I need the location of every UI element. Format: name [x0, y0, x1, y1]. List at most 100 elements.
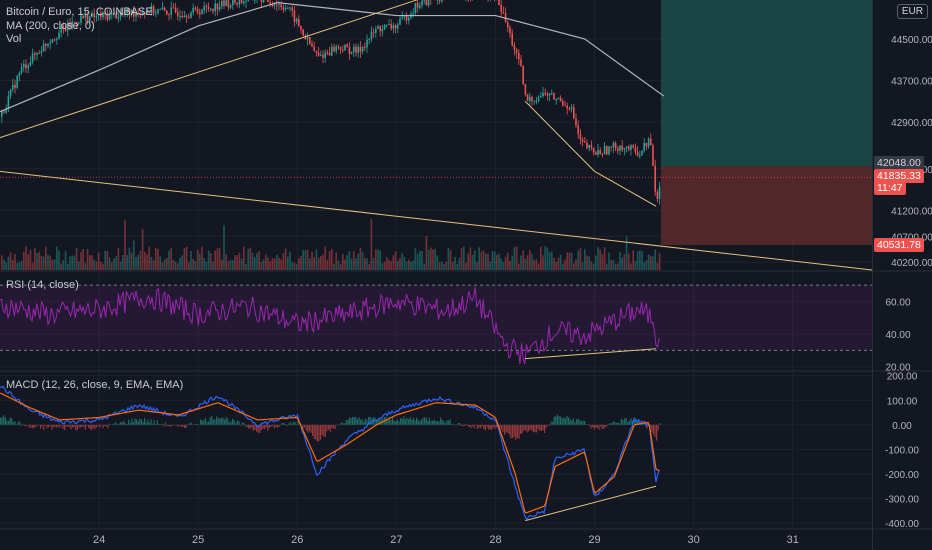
macd-histogram-bar — [540, 424, 542, 431]
volume-bar — [317, 257, 320, 270]
candle-body — [315, 51, 318, 53]
volume-bar — [551, 251, 553, 270]
macd-histogram-bar — [550, 421, 552, 425]
macd-histogram-bar — [241, 422, 243, 425]
volume-bar — [276, 254, 278, 270]
macd-histogram-bar — [556, 414, 558, 425]
candle-body — [394, 25, 397, 29]
volume-bar — [45, 246, 47, 270]
macd-histogram-bar — [523, 424, 525, 431]
volume-bar — [251, 252, 254, 270]
volume-bar — [313, 257, 315, 270]
candle-body — [225, 0, 227, 6]
candle-body — [551, 93, 553, 95]
candle-body — [128, 8, 131, 16]
volume-bar — [601, 254, 604, 270]
volume-bar — [535, 259, 538, 270]
macd-histogram-bar — [513, 424, 515, 437]
volume-bar — [16, 263, 18, 270]
candle-body — [364, 46, 366, 48]
volume-bar — [353, 251, 355, 270]
macd-histogram-bar — [206, 421, 208, 425]
macd-histogram-bar — [118, 423, 120, 425]
macd-histogram-bar — [236, 420, 238, 425]
candle-body — [658, 186, 661, 200]
macd-histogram-bar — [416, 417, 418, 425]
volume-bar — [49, 255, 51, 270]
volume-bar — [621, 257, 623, 270]
macd-histogram-bar — [484, 424, 486, 431]
candle-body — [581, 139, 584, 142]
volume-bar — [632, 250, 634, 270]
macd-histogram-bar — [446, 420, 448, 425]
candle-body — [379, 26, 381, 32]
candle-body — [302, 29, 304, 36]
candle-body — [509, 27, 511, 34]
macd-histogram-bar — [88, 424, 90, 428]
macd-histogram-bar — [161, 423, 163, 425]
macd-histogram-bar — [36, 424, 38, 426]
volume-bar — [40, 255, 43, 270]
macd-histogram-bar — [339, 424, 341, 426]
volume-bar — [254, 257, 256, 270]
macd-histogram-bar — [464, 424, 466, 426]
macd-histogram-bar — [435, 421, 437, 425]
candle-body — [520, 59, 522, 66]
macd-histogram-bar — [628, 420, 630, 425]
volume-bar — [498, 253, 500, 270]
macd-histogram-bar — [614, 421, 616, 425]
volume-bar — [298, 258, 300, 270]
macd-histogram-bar — [283, 422, 285, 425]
macd-axis-label: 0.00 — [892, 421, 912, 432]
macd-histogram-bar — [185, 424, 187, 428]
volume-bar — [403, 256, 406, 270]
macd-histogram-bar — [328, 424, 330, 430]
candle-body — [326, 52, 329, 54]
macd-histogram-bar — [312, 424, 314, 437]
macd-histogram-bar — [252, 424, 254, 431]
candle-body — [346, 44, 348, 48]
candle-body — [579, 133, 582, 140]
volume-bar — [135, 256, 137, 270]
macd-histogram-bar — [500, 424, 502, 430]
volume-bar — [102, 263, 104, 270]
candle-body — [78, 22, 80, 24]
candle-body — [425, 0, 428, 6]
macd-histogram-bar — [3, 415, 5, 425]
candle-body — [339, 46, 342, 51]
macd-histogram-bar — [408, 419, 410, 425]
macd-histogram-bar — [491, 424, 493, 431]
volume-bar — [262, 259, 265, 270]
candle-body — [570, 107, 573, 110]
candle-body — [625, 146, 628, 149]
volume-bar — [128, 247, 131, 270]
macd-histogram-bar — [555, 416, 557, 425]
macd-histogram-bar — [638, 419, 640, 425]
volume-bar — [610, 259, 612, 270]
macd-histogram-bar — [11, 418, 13, 425]
candle-body — [97, 13, 100, 16]
candle-body — [159, 9, 161, 11]
candle-body — [203, 5, 205, 11]
stop-loss-zone — [660, 166, 872, 245]
currency-selector[interactable]: EUR — [896, 4, 928, 19]
candle-body — [124, 13, 126, 15]
volume-bar — [573, 263, 575, 270]
candle-body — [183, 15, 186, 18]
macd-histogram-bar — [284, 423, 286, 425]
candle-body — [115, 12, 117, 19]
macd-histogram-bar — [67, 424, 69, 427]
volume-bar — [113, 258, 115, 270]
macd-histogram-bar — [254, 424, 256, 431]
volume-bar — [456, 263, 458, 270]
macd-histogram-bar — [419, 421, 421, 425]
volume-bar — [278, 257, 280, 270]
volume-bar — [533, 259, 535, 270]
volume-bar — [427, 249, 430, 270]
macd-histogram-bar — [171, 424, 173, 427]
volume-bar — [27, 254, 29, 270]
macd-histogram-bar — [129, 422, 131, 425]
candle-body — [73, 21, 76, 23]
volume-bar — [150, 256, 153, 270]
